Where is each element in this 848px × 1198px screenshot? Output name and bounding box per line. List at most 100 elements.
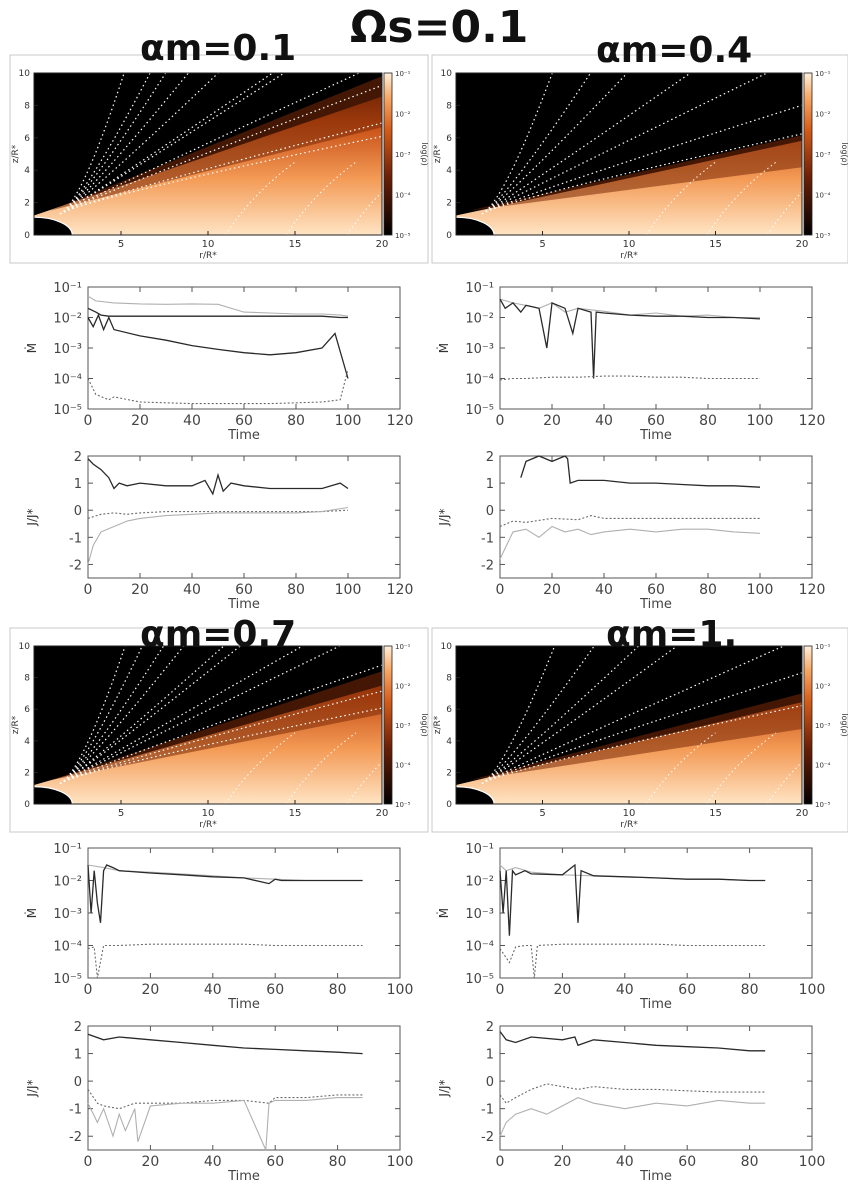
field-line <box>481 705 802 784</box>
y-tick-label: 10⁻¹ <box>53 281 82 296</box>
y-tick-label: 10⁻⁴ <box>53 940 82 955</box>
time-series-panel: 0 20 40 60 80 100 120 10⁻⁵ 10⁻⁴ 10⁻³ 10⁻² 10⁻¹ Time Ṁ <box>24 281 413 443</box>
colorbar-tick-label: 10⁻¹ <box>395 643 411 651</box>
series-line <box>87 943 363 979</box>
series-line <box>87 1033 363 1055</box>
colorbar <box>803 645 813 805</box>
colorbar-tick-label: 10⁻² <box>815 111 831 119</box>
x-tick-label: 20 <box>543 413 561 429</box>
colorbar-tick-label: 10⁻¹ <box>395 70 411 78</box>
y-tick-label: 10⁻¹ <box>465 842 494 857</box>
series-line <box>87 509 349 519</box>
y-tick-label: -2 <box>481 1130 494 1145</box>
series-line <box>87 506 349 565</box>
y-tick-label: 0 <box>24 231 30 241</box>
x-tick-label: 20 <box>796 239 809 250</box>
y-tick-label: 4 <box>24 166 30 176</box>
disk-field-line <box>766 191 802 235</box>
y-tick-label: 10⁻⁵ <box>465 403 494 418</box>
disk-surface-layer <box>50 671 382 781</box>
series-line <box>87 313 349 379</box>
wind-region <box>34 646 382 786</box>
field-line <box>481 133 802 215</box>
x-tick-label: 60 <box>678 982 696 998</box>
x-tick-label: 120 <box>387 582 414 598</box>
y-tick-label: 8 <box>24 674 30 684</box>
y-tick-label: 0 <box>74 1075 82 1090</box>
x-tick-label: 120 <box>799 582 826 598</box>
x-tick-label: 100 <box>387 1154 414 1170</box>
x-axis-label: Time <box>227 428 260 443</box>
x-tick-label: 15 <box>709 239 722 250</box>
x-tick-label: 40 <box>595 413 613 429</box>
plot-area <box>87 455 401 579</box>
series-line <box>499 525 761 560</box>
x-tick-label: 5 <box>118 808 124 819</box>
x-tick-label: 80 <box>329 1154 347 1170</box>
disk-field-line <box>706 732 777 804</box>
field-line <box>481 104 802 215</box>
x-tick-label: 0 <box>84 1154 93 1170</box>
field-line <box>59 646 304 784</box>
x-tick-label: 40 <box>204 982 222 998</box>
x-tick-label: 60 <box>678 1154 696 1170</box>
x-tick-label: 40 <box>616 982 634 998</box>
x-tick-label: 80 <box>741 1154 759 1170</box>
y-tick-label: 10⁻¹ <box>53 842 82 857</box>
x-tick-label: 100 <box>799 982 826 998</box>
plot-area <box>499 455 813 579</box>
series-line <box>87 864 363 923</box>
colorbar <box>803 72 813 236</box>
y-tick-label: 10⁻⁵ <box>53 403 82 418</box>
series-line <box>499 1097 766 1137</box>
y-tick-label: 6 <box>24 705 30 715</box>
y-tick-label: 2 <box>486 450 494 465</box>
density-map-panel: 5 10 15 200246810r/R*z/R*10⁻¹10⁻²10⁻³10⁻⁴10… <box>9 627 429 833</box>
x-tick-label: 5 <box>539 808 545 819</box>
y-tick-label: 2 <box>74 450 82 465</box>
density-map-panel: 5 10 15 200246810r/R*z/R*10⁻¹10⁻²10⁻³10⁻⁴10… <box>9 54 429 264</box>
x-tick-label: 100 <box>335 582 362 598</box>
x-tick-label: 20 <box>141 982 159 998</box>
y-axis-label: Ṁ <box>24 908 39 918</box>
x-tick-label: 40 <box>183 582 201 598</box>
y-tick-label: 8 <box>446 101 452 111</box>
series-line <box>499 943 766 979</box>
y-tick-label: 2 <box>446 199 452 209</box>
x-tick-label: 80 <box>699 413 717 429</box>
colorbar-tick-label: 10⁻² <box>815 683 831 691</box>
panel-title-am-1: αm=1. <box>606 614 738 655</box>
x-tick-label: 100 <box>747 413 774 429</box>
y-axis-label: J/J* <box>25 508 39 526</box>
series-line <box>87 458 349 496</box>
y-tick-label: 4 <box>24 737 30 747</box>
y-tick-label: 2 <box>486 1020 494 1035</box>
x-tick-label: 20 <box>376 808 389 819</box>
y-tick-label: 2 <box>446 768 452 778</box>
field-line <box>481 646 556 784</box>
field-line <box>59 707 382 784</box>
series-line <box>499 375 760 381</box>
field-line <box>481 646 679 784</box>
y-tick-label: -2 <box>69 1130 82 1145</box>
density-map <box>34 73 382 235</box>
colorbar-label: log(ρ) <box>840 713 848 737</box>
x-tick-label: 20 <box>376 239 389 250</box>
colorbar-label: log(ρ) <box>420 142 429 166</box>
y-tick-label: 0 <box>446 800 452 810</box>
x-tick-label: 0 <box>84 413 93 429</box>
x-axis-label: r/R* <box>199 251 217 261</box>
x-tick-label: 0 <box>496 982 505 998</box>
colorbar-tick-label: 10⁻⁵ <box>395 801 411 809</box>
x-axis-label: Time <box>639 597 672 612</box>
disk-field-line <box>346 191 382 235</box>
y-tick-label: 10⁻² <box>465 312 494 327</box>
x-tick-label: 0 <box>496 413 505 429</box>
x-tick-label: 60 <box>647 413 665 429</box>
y-tick-label: 10⁻⁴ <box>465 373 494 388</box>
colorbar-tick-label: 10⁻⁴ <box>395 762 411 770</box>
field-line <box>59 73 286 215</box>
y-tick-label: 6 <box>446 705 452 715</box>
